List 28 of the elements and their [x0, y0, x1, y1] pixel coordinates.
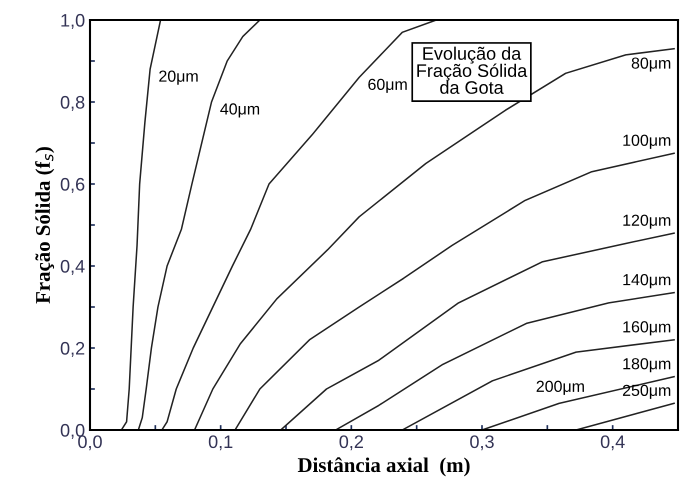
series-label: 80μm	[632, 57, 670, 72]
series-label: 160μm	[623, 321, 670, 336]
series-label: 120μm	[623, 214, 670, 229]
y-tick-label: 1,0	[61, 14, 84, 29]
x-tick-label: 0,3	[470, 435, 494, 450]
x-tick-label: 0,4	[600, 435, 625, 450]
x-tick-label: 0,2	[339, 435, 363, 450]
series-label: 250μm	[622, 384, 670, 399]
line-series	[234, 152, 675, 430]
line-series	[402, 339, 675, 430]
series-label: 140μm	[623, 274, 670, 288]
y-axis-title: Fração Sólida (f$_{s}$)	[35, 147, 54, 304]
x-axis-title: Distância axial (m)	[298, 457, 470, 476]
y-tick-label: 0,8	[60, 96, 84, 111]
annotation: Evolução da Fração Sólida da Gota	[417, 46, 528, 94]
y-tick-label: 0,6	[60, 178, 84, 193]
series-label: 40μm	[220, 103, 260, 118]
series-label: 180μm	[623, 358, 670, 372]
annotation: 200μm	[536, 380, 584, 395]
line-series	[138, 20, 261, 430]
x-tick-label: 0,1	[208, 435, 232, 450]
y-tick-label: 0,4	[60, 260, 85, 275]
series-label: 100μm	[623, 134, 670, 149]
series-label: 20μm	[159, 70, 198, 85]
line-series	[334, 292, 675, 430]
y-tick-label: 0,2	[60, 342, 84, 357]
line-series	[280, 232, 675, 430]
series-label: 60μm	[368, 78, 407, 93]
